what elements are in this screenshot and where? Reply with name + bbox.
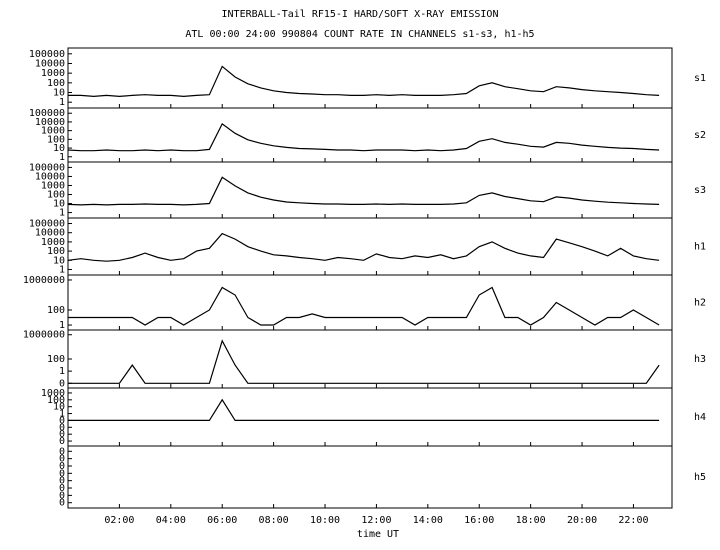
y-tick-label: 1 xyxy=(59,208,65,219)
y-tick-label: 0 xyxy=(59,498,65,509)
data-line xyxy=(67,122,660,152)
y-tick-label: 0 xyxy=(59,468,65,479)
x-axis-label: time UT xyxy=(357,529,399,540)
y-tick-label: 10 xyxy=(53,199,65,210)
y-tick-label: 100 xyxy=(47,354,65,365)
panel-label: h5 xyxy=(694,472,706,483)
y-tick-label: 1000 xyxy=(41,237,65,248)
y-tick-label: 1000 xyxy=(41,126,65,137)
y-tick-label: 100 xyxy=(47,78,65,89)
y-tick-label: 10000 xyxy=(35,117,65,128)
y-tick-label: 1 xyxy=(59,264,65,275)
y-tick-label: 0 xyxy=(59,483,65,494)
y-tick-label: 0 xyxy=(59,422,65,433)
panel-frame xyxy=(67,161,673,219)
panel-label: s3 xyxy=(694,185,706,196)
y-tick-label: 1 xyxy=(59,152,65,163)
y-tick-label: 100000 xyxy=(29,162,65,173)
data-line xyxy=(68,339,660,384)
y-tick-label: 100 xyxy=(47,246,65,257)
y-tick-label: 100 xyxy=(47,134,65,145)
y-tick-label: 1 xyxy=(59,320,65,331)
data-line xyxy=(68,286,660,326)
data-line xyxy=(68,65,660,98)
y-tick-label: 100 xyxy=(47,190,65,201)
y-tick-label: 0 xyxy=(59,436,65,447)
panel-frame xyxy=(67,107,673,163)
x-tick-label: 10:00 xyxy=(310,515,340,526)
panel-frame xyxy=(67,329,673,389)
y-tick-label: 100000 xyxy=(29,108,65,119)
y-tick-label: 1000000 xyxy=(23,330,65,341)
y-tick-label: 1 xyxy=(59,366,65,377)
y-tick-label: 10000 xyxy=(35,58,65,69)
panel-frame xyxy=(67,387,673,447)
panel-label: s1 xyxy=(694,73,706,84)
y-tick-label: 10 xyxy=(53,88,65,99)
x-tick-label: 14:00 xyxy=(413,515,443,526)
y-tick-label: 1000 xyxy=(41,388,65,399)
x-tick-label: 16:00 xyxy=(464,515,494,526)
chart-subtitle: ATL 00:00 24:00 990804 COUNT RATE IN CHA… xyxy=(185,29,534,40)
x-tick-label: 20:00 xyxy=(567,515,597,526)
data-line xyxy=(68,398,660,421)
y-tick-label: 100000 xyxy=(29,49,65,60)
y-tick-label: 1 xyxy=(59,409,65,420)
y-tick-label: 0 xyxy=(59,415,65,426)
x-tick-label: 22:00 xyxy=(618,515,648,526)
y-tick-label: 10000 xyxy=(35,171,65,182)
y-tick-label: 0 xyxy=(59,461,65,472)
y-tick-label: 0 xyxy=(59,378,65,389)
panel-frame xyxy=(67,445,673,509)
panel-label: h3 xyxy=(694,354,706,365)
panel-frame xyxy=(67,274,673,331)
y-tick-label: 0 xyxy=(59,446,65,457)
y-tick-label: 0 xyxy=(59,490,65,501)
y-tick-label: 0 xyxy=(59,454,65,465)
data-line xyxy=(67,176,660,206)
panel-label: h4 xyxy=(694,412,706,423)
y-tick-label: 0 xyxy=(59,476,65,487)
y-tick-label: 1000 xyxy=(41,68,65,79)
data-line xyxy=(67,232,660,262)
x-tick-label: 04:00 xyxy=(156,515,186,526)
y-tick-label: 10 xyxy=(53,143,65,154)
chart-title: INTERBALL-Tail RF15-I HARD/SOFT X-RAY EM… xyxy=(222,9,499,20)
x-tick-label: 02:00 xyxy=(104,515,134,526)
y-tick-label: 1000 xyxy=(41,180,65,191)
panel-label: s2 xyxy=(694,130,706,141)
panel-label: h2 xyxy=(694,298,706,309)
y-tick-label: 1 xyxy=(59,97,65,108)
x-tick-label: 06:00 xyxy=(207,515,237,526)
y-tick-label: 0 xyxy=(59,429,65,440)
y-tick-label: 100 xyxy=(47,305,65,316)
panel-frame xyxy=(67,47,673,109)
x-tick-label: 08:00 xyxy=(259,515,289,526)
panel-label: h1 xyxy=(694,242,706,253)
y-tick-label: 10000 xyxy=(35,228,65,239)
y-tick-label: 10 xyxy=(53,402,65,413)
y-tick-label: 1000000 xyxy=(23,275,65,286)
y-tick-label: 100 xyxy=(47,395,65,406)
x-tick-label: 12:00 xyxy=(361,515,391,526)
y-tick-label: 10 xyxy=(53,255,65,266)
x-tick-label: 18:00 xyxy=(516,515,546,526)
y-tick-label: 100000 xyxy=(29,219,65,230)
